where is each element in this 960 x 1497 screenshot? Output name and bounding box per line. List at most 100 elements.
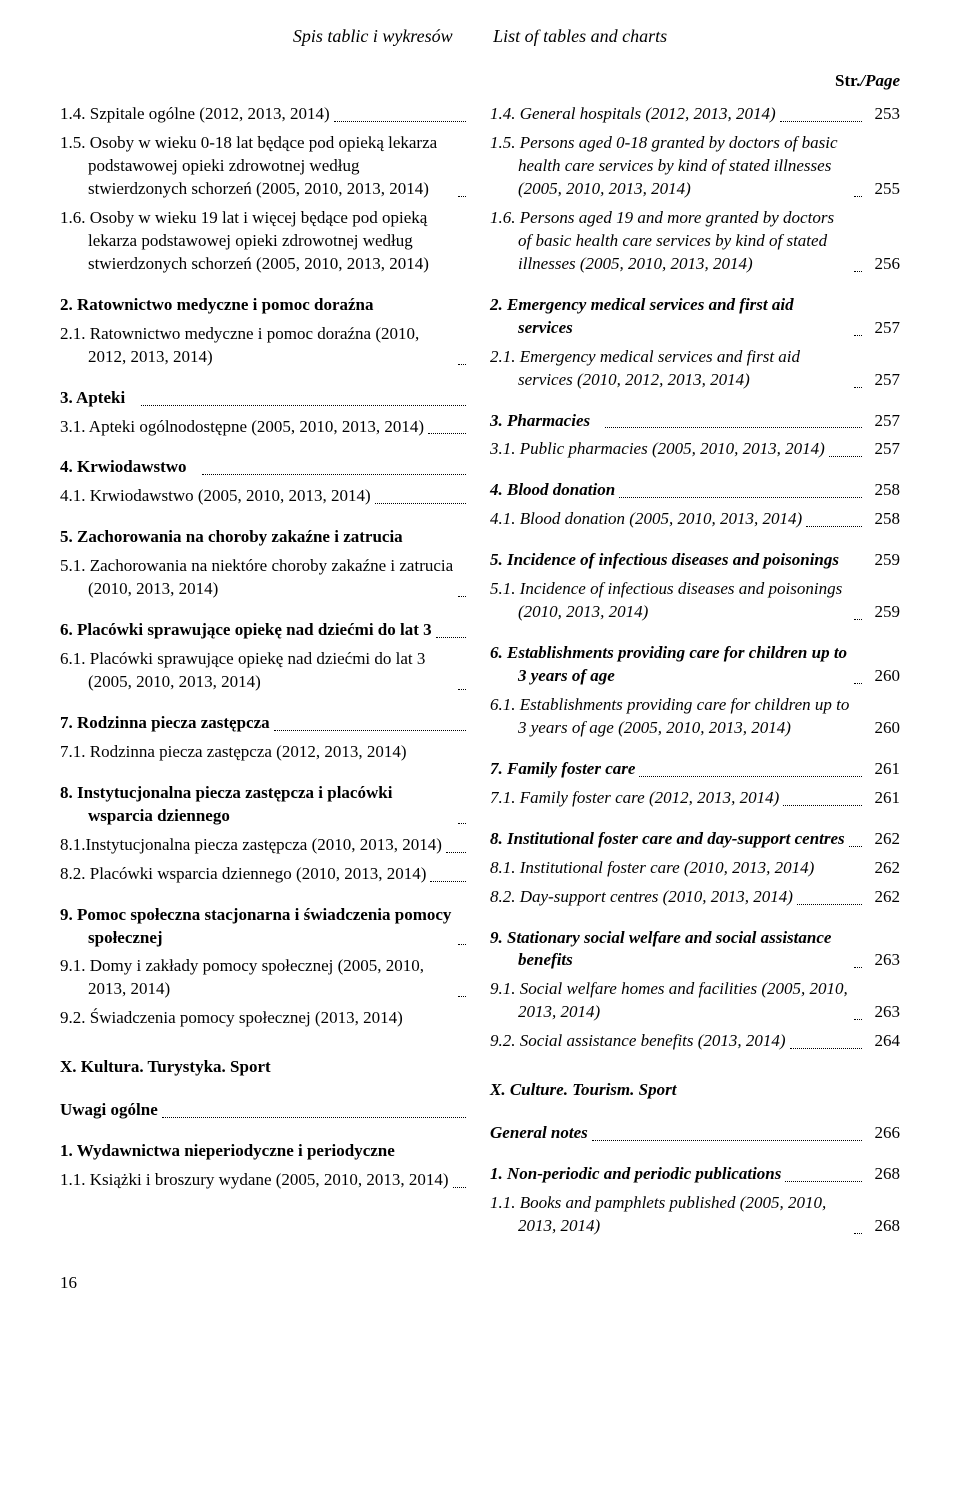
dot-leader	[458, 196, 466, 197]
toc-entry-text: 8. Institutional foster care and day-sup…	[490, 828, 845, 851]
dot-leader	[854, 387, 862, 388]
toc-entry-text: 1.4. General hospitals (2012, 2013, 2014…	[490, 103, 776, 126]
dot-leader	[849, 846, 862, 847]
dot-leader	[334, 121, 466, 122]
dot-leader	[854, 335, 862, 336]
dot-leader	[605, 427, 862, 428]
toc-entry-text: 1.4. Szpitale ogólne (2012, 2013, 2014)	[60, 103, 330, 126]
toc-entry-page: 259	[866, 549, 900, 572]
page-label: /Page	[860, 71, 900, 90]
toc-entry: Uwagi ogólne	[60, 1099, 470, 1122]
toc-entry-text: 7. Rodzinna piecza zastępcza	[60, 712, 270, 735]
running-header: Spis tablic i wykresów List of tables an…	[60, 24, 900, 48]
toc-entry: 1.5. Osoby w wieku 0-18 lat będące pod o…	[60, 132, 470, 201]
toc-entry-text: 3. Apteki	[60, 387, 137, 410]
dot-leader	[458, 944, 466, 945]
toc-entry-text: 1.1. Books and pamphlets published (2005…	[490, 1192, 850, 1238]
toc-entry: 4. Krwiodawstwo	[60, 456, 470, 479]
toc-entry-text: Uwagi ogólne	[60, 1099, 158, 1122]
toc-entry-page: 257	[866, 317, 900, 340]
toc-entry: 1.4. General hospitals (2012, 2013, 2014…	[490, 103, 900, 126]
dot-leader	[783, 805, 862, 806]
toc-entry-text: 9. Stationary social welfare and social …	[490, 927, 850, 973]
dot-leader	[780, 121, 862, 122]
section-spacer	[490, 630, 900, 642]
toc-entry-text: 5.1. Zachorowania na niektóre choroby za…	[60, 555, 454, 601]
toc-entry-text: 9.2. Social assistance benefits (2013, 2…	[490, 1030, 786, 1053]
toc-entry-page: 263	[866, 949, 900, 972]
toc-entry: 9.2. Świadczenia pomocy społecznej (2013…	[60, 1007, 470, 1030]
toc-entry: 6.1. Placówki sprawujące opiekę nad dzie…	[60, 648, 470, 694]
toc-entry: 7.1. Rodzinna piecza zastępcza (2012, 20…	[60, 741, 470, 764]
toc-entry-page: 266	[866, 1122, 900, 1145]
dot-leader	[797, 904, 862, 905]
dot-leader	[453, 1187, 466, 1188]
toc-entry-text: 1.6. Osoby w wieku 19 lat i więcej będąc…	[60, 207, 454, 276]
toc-entry: 4. Blood donation258	[490, 479, 900, 502]
section-spacer	[490, 398, 900, 410]
toc-entry-page: 263	[866, 1001, 900, 1024]
toc-entry: 8.1. Institutional foster care (2010, 20…	[490, 857, 900, 880]
toc-entry: 4.1. Blood donation (2005, 2010, 2013, 2…	[490, 508, 900, 531]
toc-entry-text: 7.1. Family foster care (2012, 2013, 201…	[490, 787, 779, 810]
toc-entry-text: 9.1. Domy i zakłady pomocy społecznej (2…	[60, 955, 454, 1001]
toc-entry: 2. Ratownictwo medyczne i pomoc doraźna	[60, 294, 470, 317]
toc-entry: 1. Wydawnictwa nieperiodyczne i periodyc…	[60, 1140, 470, 1163]
dot-leader	[619, 497, 862, 498]
section-spacer	[60, 375, 470, 387]
toc-entry-text: 6.1. Placówki sprawujące opiekę nad dzie…	[60, 648, 454, 694]
toc-entry-text: 1.6. Persons aged 19 and more granted by…	[490, 207, 850, 276]
section-spacer	[60, 607, 470, 619]
toc-entry-page: 262	[866, 886, 900, 909]
dot-leader	[458, 364, 466, 365]
toc-entry-page: 257	[866, 438, 900, 461]
toc-entry-text: 1.1. Książki i broszury wydane (2005, 20…	[60, 1169, 449, 1192]
toc-entry-page: 268	[866, 1163, 900, 1186]
toc-entry-page: 256	[866, 253, 900, 276]
toc-columns: 1.4. Szpitale ogólne (2012, 2013, 2014) 1…	[60, 103, 900, 1244]
toc-entry: 2.1. Emergency medical services and firs…	[490, 346, 900, 392]
toc-entry: 8. Institutional foster care and day-sup…	[490, 828, 900, 851]
toc-entry-text: 5. Incidence of infectious diseases and …	[490, 549, 839, 572]
toc-entry: 9. Pomoc społeczna stacjonarna i świadcz…	[60, 904, 470, 950]
dot-leader	[141, 405, 466, 406]
toc-entry-text: 7.1. Rodzinna piecza zastępcza (2012, 20…	[60, 741, 407, 764]
dot-leader	[854, 1233, 862, 1234]
toc-entry-page: 261	[866, 787, 900, 810]
dot-leader	[854, 1019, 862, 1020]
toc-entry: 1.6. Osoby w wieku 19 lat i więcej będąc…	[60, 207, 470, 276]
section-spacer	[60, 1128, 470, 1140]
toc-entry-text: 1.5. Osoby w wieku 0-18 lat będące pod o…	[60, 132, 454, 201]
footer-page-number: 16	[60, 1272, 900, 1295]
toc-entry: 4.1. Krwiodawstwo (2005, 2010, 2013, 201…	[60, 485, 470, 508]
toc-entry: 1.1. Books and pamphlets published (2005…	[490, 1192, 900, 1238]
toc-entry: 7.1. Family foster care (2012, 2013, 201…	[490, 787, 900, 810]
toc-entry-text: 6. Establishments providing care for chi…	[490, 642, 850, 688]
dot-leader	[202, 474, 466, 475]
dot-leader	[446, 852, 466, 853]
toc-entry-text: 9.1. Social welfare homes and facilities…	[490, 978, 850, 1024]
toc-entry: 7. Family foster care261	[490, 758, 900, 781]
toc-entry-text: 4.1. Krwiodawstwo (2005, 2010, 2013, 201…	[60, 485, 371, 508]
toc-entry-text: 3.1. Apteki ogólnodostępne (2005, 2010, …	[60, 416, 424, 439]
toc-entry: 5.1. Zachorowania na niektóre choroby za…	[60, 555, 470, 601]
toc-entry: 3. Apteki	[60, 387, 470, 410]
toc-entry-page: 259	[866, 601, 900, 624]
toc-entry-page: 260	[866, 665, 900, 688]
dot-leader	[428, 433, 466, 434]
dot-leader	[790, 1048, 862, 1049]
section-spacer	[60, 770, 470, 782]
dot-leader	[458, 689, 466, 690]
dot-leader	[375, 503, 466, 504]
toc-entry: 7. Rodzinna piecza zastępcza	[60, 712, 470, 735]
toc-entry: 9.2. Social assistance benefits (2013, 2…	[490, 1030, 900, 1053]
dot-leader	[854, 196, 862, 197]
toc-entry: 8.1.Instytucjonalna piecza zastępcza (20…	[60, 834, 470, 857]
toc-entry: 1.5. Persons aged 0-18 granted by doctor…	[490, 132, 900, 201]
dot-leader	[639, 776, 862, 777]
section-spacer	[60, 700, 470, 712]
toc-entry: 1.4. Szpitale ogólne (2012, 2013, 2014)	[60, 103, 470, 126]
dot-leader	[162, 1117, 466, 1118]
toc-entry-text: 8.2. Day-support centres (2010, 2013, 20…	[490, 886, 793, 909]
section-spacer	[490, 467, 900, 479]
